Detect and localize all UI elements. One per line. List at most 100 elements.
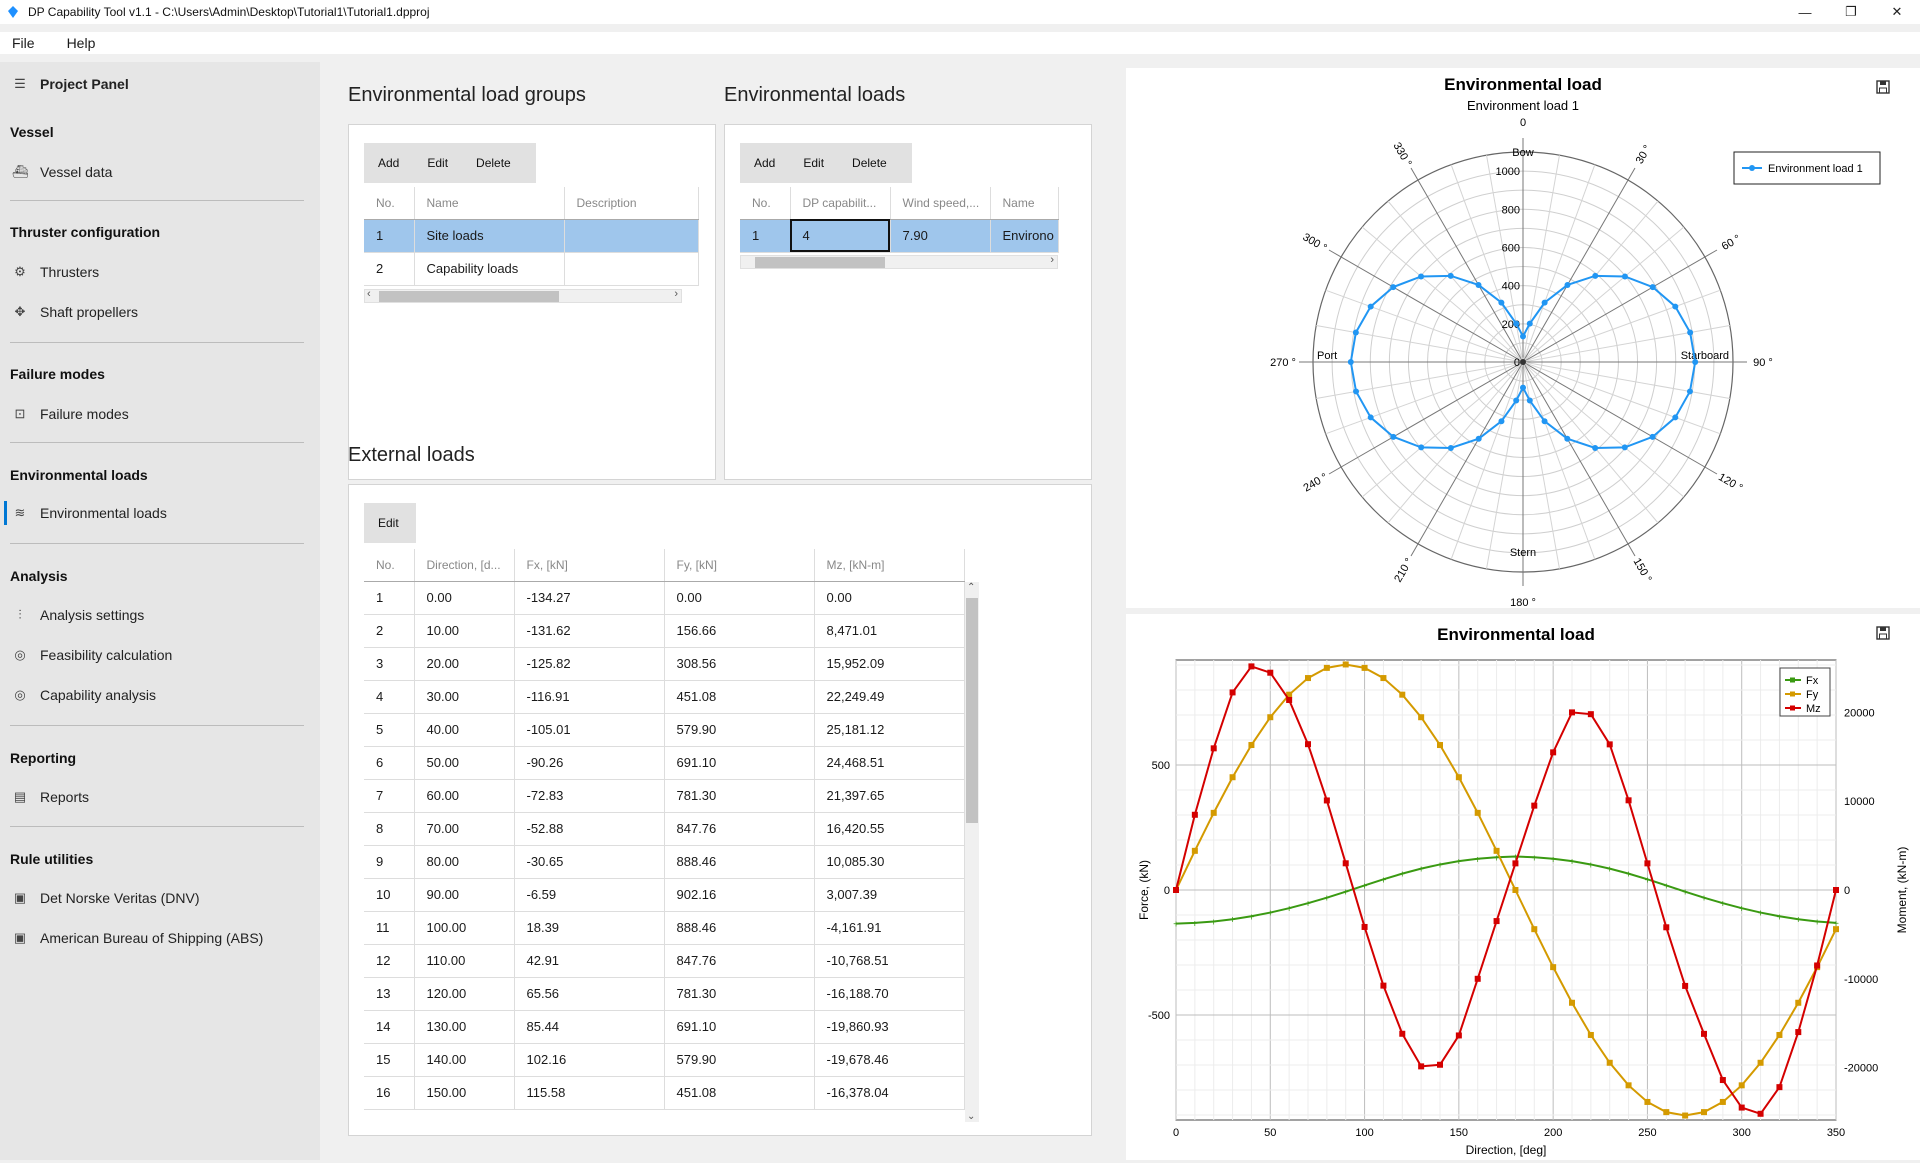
data-point: + <box>1192 919 1198 930</box>
table-row[interactable]: 11 100.00 18.39 888.46 -4,161.91 <box>364 911 965 945</box>
table-row[interactable]: 12 110.00 42.91 847.76 -10,768.51 <box>364 944 965 978</box>
chart-title: Environmental load <box>1437 625 1595 644</box>
table-row[interactable]: 5 40.00 -105.01 579.90 25,181.12 <box>364 713 965 747</box>
legend-marker <box>1790 691 1795 697</box>
grid-spoke <box>1522 164 1596 363</box>
scrollbar-thumb[interactable] <box>966 598 978 823</box>
save-icon[interactable] <box>1876 80 1890 94</box>
groups-edit-button[interactable]: Edit <box>427 156 449 170</box>
data-point <box>1564 281 1571 288</box>
table-row[interactable]: 1 0.00 -134.27 0.00 0.00 <box>364 581 965 615</box>
menu-file[interactable]: File <box>12 35 35 51</box>
external-loads-card: Edit No. Direction, [d... Fx, [kN] Fy, [… <box>348 484 1092 1136</box>
sidebar-item-capability-analysis[interactable]: ◎ Capability analysis <box>10 683 300 707</box>
sidebar-item-vessel-data[interactable]: ⛴ Vessel data <box>11 164 113 180</box>
maximize-button[interactable]: ❐ <box>1845 4 1857 19</box>
book-icon: ▣ <box>13 890 27 905</box>
table-row[interactable]: 8 70.00 -52.88 847.76 16,420.55 <box>364 812 965 846</box>
data-point <box>1248 742 1255 749</box>
table-row[interactable]: 3 20.00 -125.82 308.56 15,952.09 <box>364 647 965 681</box>
table-row[interactable]: 1 4 7.90 Environo <box>740 219 1059 253</box>
loads-add-button[interactable]: Add <box>754 156 776 170</box>
sidebar-item-dnv[interactable]: ▣ Det Norske Veritas (DNV) <box>10 886 300 910</box>
sidebar-item-feasibility-calculation[interactable]: ◎ Feasibility calculation <box>10 643 300 667</box>
sidebar-item-shaft-propellers[interactable]: ✥ Shaft propellers <box>10 300 300 324</box>
external-edit-button[interactable]: Edit <box>378 516 399 530</box>
column-header[interactable]: No. <box>740 187 791 220</box>
scroll-right-icon[interactable]: › <box>674 288 678 300</box>
center-panel: Environmental load groups Add Edit Delet… <box>320 62 1120 1160</box>
column-header[interactable]: No. <box>364 549 415 582</box>
loads-horizontal-scrollbar[interactable]: › <box>740 254 1058 269</box>
table-row[interactable]: 6 50.00 -90.26 691.10 24,468.51 <box>364 746 965 780</box>
angle-label: 150 ° <box>1630 556 1653 584</box>
table-row[interactable]: 7 60.00 -72.83 781.30 21,397.65 <box>364 779 965 813</box>
close-button[interactable]: ✕ <box>1891 4 1903 19</box>
table-row[interactable]: 13 120.00 65.56 781.30 -16,188.70 <box>364 977 965 1011</box>
scroll-down-icon[interactable]: ⌄ <box>967 1111 976 1122</box>
data-point <box>1587 1031 1594 1038</box>
data-point: + <box>1777 912 1783 923</box>
groups-table: No. Name Description 1 Site loads 2 Capa… <box>364 187 699 286</box>
external-loads-table: No. Direction, [d... Fx, [kN] Fy, [kN] M… <box>364 549 965 1110</box>
scrollbar-thumb[interactable] <box>379 291 559 302</box>
table-row[interactable]: 14 130.00 85.44 691.10 -19,860.93 <box>364 1010 965 1044</box>
legend-marker <box>1790 705 1795 711</box>
table-row[interactable]: 15 140.00 102.16 579.90 -19,678.46 <box>364 1043 965 1077</box>
table-row[interactable]: 10 90.00 -6.59 902.16 3,007.39 <box>364 878 965 912</box>
groups-add-button[interactable]: Add <box>378 156 400 170</box>
menu-help[interactable]: Help <box>66 35 96 51</box>
scroll-right-icon[interactable]: › <box>1050 254 1054 266</box>
table-row[interactable]: 2 10.00 -131.62 156.66 8,471.01 <box>364 614 965 648</box>
scroll-left-icon[interactable]: ‹ <box>367 288 371 300</box>
column-header[interactable]: No. <box>364 187 415 220</box>
column-header[interactable]: Name <box>414 187 565 220</box>
column-header[interactable]: Wind speed,... <box>890 187 991 220</box>
ship-icon: ⛴ <box>11 164 29 179</box>
env-loads-title: Environmental loads <box>724 84 906 106</box>
column-header[interactable]: Description <box>564 187 699 220</box>
data-point: + <box>1531 853 1537 864</box>
column-header[interactable]: Fy, [kN] <box>664 549 815 582</box>
table-row[interactable]: 1 Site loads <box>364 219 699 253</box>
data-point <box>1592 444 1599 451</box>
grid-spoke <box>1522 361 1659 524</box>
column-header[interactable]: Fx, [kN] <box>514 549 665 582</box>
table-row[interactable]: 4 30.00 -116.91 451.08 22,249.49 <box>364 680 965 714</box>
column-header[interactable]: DP capabilit... <box>790 187 891 220</box>
data-point <box>1757 1110 1764 1117</box>
data-point <box>1248 663 1255 670</box>
angle-label: 270 ° <box>1270 357 1296 369</box>
grid-spoke <box>1361 226 1524 363</box>
sidebar-item-environmental-loads[interactable]: ≋ Environmental loads <box>10 501 300 525</box>
save-icon[interactable] <box>1876 626 1890 640</box>
table-row[interactable]: 2 Capability loads <box>364 252 699 286</box>
groups-horizontal-scrollbar[interactable]: ‹ › <box>364 288 682 303</box>
scroll-up-icon[interactable]: ⌃ <box>967 582 976 593</box>
sidebar-item-thrusters[interactable]: ⚙ Thrusters <box>10 260 300 284</box>
data-point: + <box>1758 909 1764 920</box>
angle-label: 180 ° <box>1510 597 1536 608</box>
groups-delete-button[interactable]: Delete <box>476 156 511 170</box>
column-header[interactable]: Direction, [d... <box>414 549 515 582</box>
data-point <box>1286 696 1293 703</box>
loads-delete-button[interactable]: Delete <box>852 156 887 170</box>
scrollbar-thumb[interactable] <box>755 257 885 268</box>
sidebar-item-failure-modes[interactable]: ⊡ Failure modes <box>10 402 300 426</box>
sidebar-item-analysis-settings[interactable]: ⫶ Analysis settings <box>10 603 300 627</box>
sidebar-item-abs[interactable]: ▣ American Bureau of Shipping (ABS) <box>10 926 300 950</box>
table-row[interactable]: 9 80.00 -30.65 888.46 10,085.30 <box>364 845 965 879</box>
table-row[interactable]: 16 150.00 115.58 451.08 -16,378.04 <box>364 1076 965 1110</box>
data-point <box>1833 926 1839 933</box>
column-header[interactable]: Name <box>990 187 1059 220</box>
minimize-button[interactable]: — <box>1798 4 1812 20</box>
project-panel-toggle[interactable]: ☰ Project Panel <box>10 72 300 96</box>
column-header[interactable]: Mz, [kN-m] <box>814 549 965 582</box>
data-point <box>1569 709 1575 716</box>
data-point: + <box>1475 855 1481 866</box>
sidebar-item-reports[interactable]: ▤ Reports <box>10 785 300 809</box>
focused-cell[interactable]: 4 <box>790 219 891 253</box>
loads-edit-button[interactable]: Edit <box>803 156 825 170</box>
grid-spoke <box>1325 361 1524 435</box>
external-vertical-scrollbar[interactable]: ⌃ ⌄ <box>965 582 979 1122</box>
